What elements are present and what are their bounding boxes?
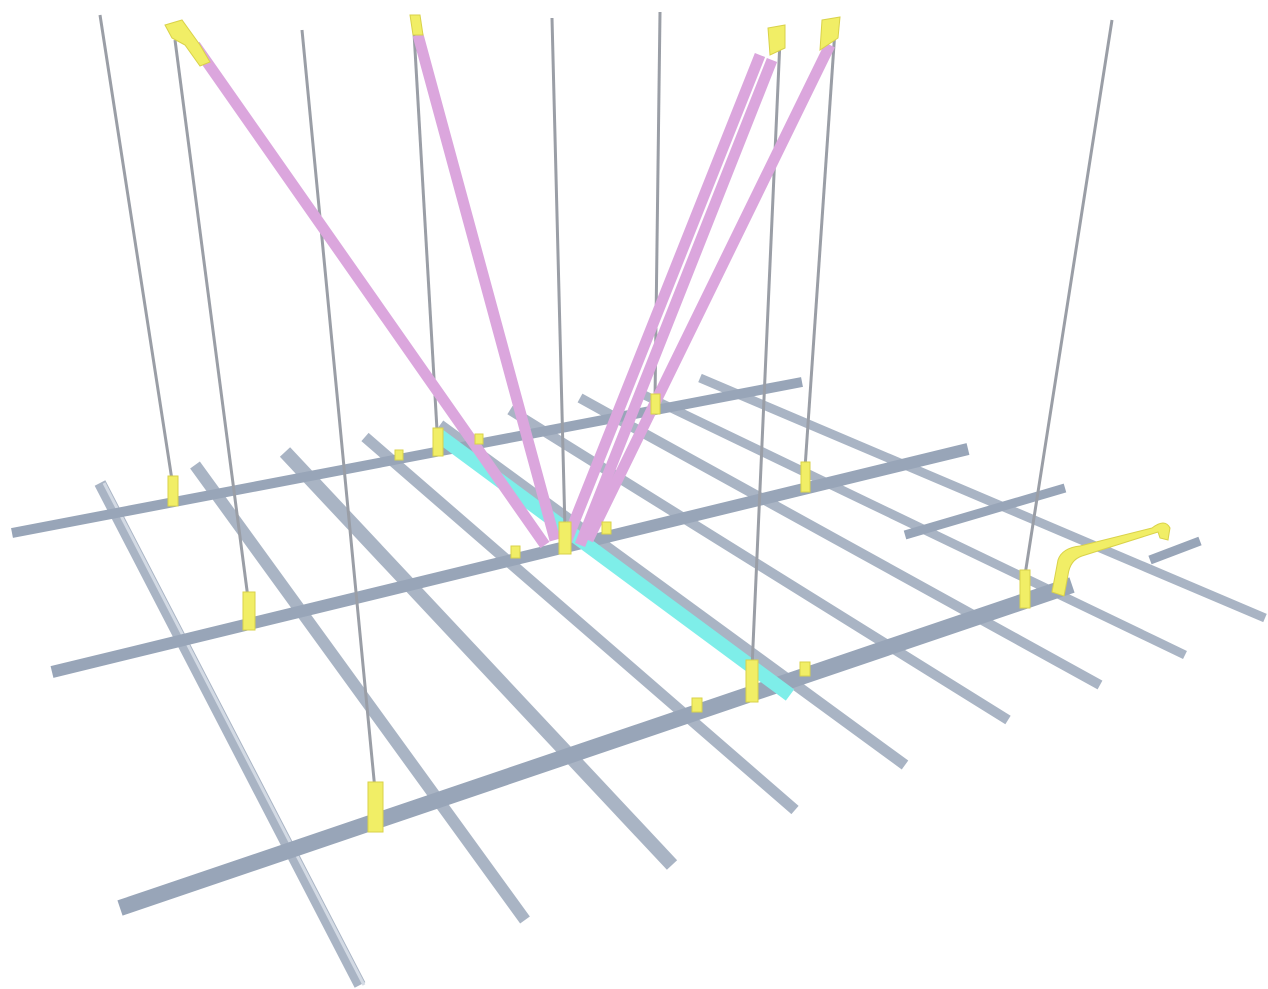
hanger-clip <box>800 461 811 493</box>
braces <box>190 33 835 549</box>
tee-clip <box>510 545 521 559</box>
hanger-clip <box>167 475 179 507</box>
cross-tee <box>94 480 366 988</box>
main-runner <box>50 443 970 678</box>
hanger-rod <box>98 14 174 481</box>
cross-tee <box>698 373 1267 623</box>
main-runner <box>11 377 803 538</box>
hanger-rod <box>173 39 250 599</box>
main-runner <box>117 577 1075 916</box>
hanger-clip <box>650 393 661 415</box>
cross-tee <box>577 393 1103 690</box>
brace <box>583 42 835 543</box>
clips <box>164 14 1031 833</box>
brace <box>559 52 766 548</box>
hanger-rod <box>653 11 662 401</box>
short-runner <box>1148 536 1202 565</box>
hanger-clip <box>367 781 384 833</box>
tee-clip <box>691 697 703 713</box>
main-runners <box>11 377 1202 916</box>
hanger-rod <box>411 14 439 431</box>
yellow-handle <box>1051 522 1171 597</box>
brace <box>574 57 778 548</box>
hanger-rod <box>550 17 567 531</box>
top-bracket <box>409 14 424 36</box>
brace <box>412 33 561 542</box>
hanger-clip <box>242 591 256 631</box>
tee-clip <box>394 449 404 461</box>
cross-tee <box>190 461 530 924</box>
top-bracket <box>767 24 786 56</box>
hanger-clip <box>432 427 444 457</box>
cross-tee <box>638 388 1187 660</box>
cross-tees <box>94 373 1267 988</box>
hanger-clip <box>558 521 572 555</box>
tee-clip <box>799 661 811 677</box>
cross-tee <box>361 432 799 815</box>
hanger-clip <box>1019 569 1031 609</box>
top-bracket <box>819 16 841 51</box>
top-bracket <box>164 19 211 67</box>
hanger-rod <box>300 29 377 791</box>
cross-tee-edge <box>102 482 366 986</box>
tee-clip <box>474 433 484 445</box>
hanger-clip <box>745 659 759 703</box>
hanger-rod <box>1023 19 1114 576</box>
hanger-rod <box>803 29 837 469</box>
brace <box>190 41 550 549</box>
tee-clip <box>601 521 612 535</box>
cross-tee <box>436 420 909 770</box>
